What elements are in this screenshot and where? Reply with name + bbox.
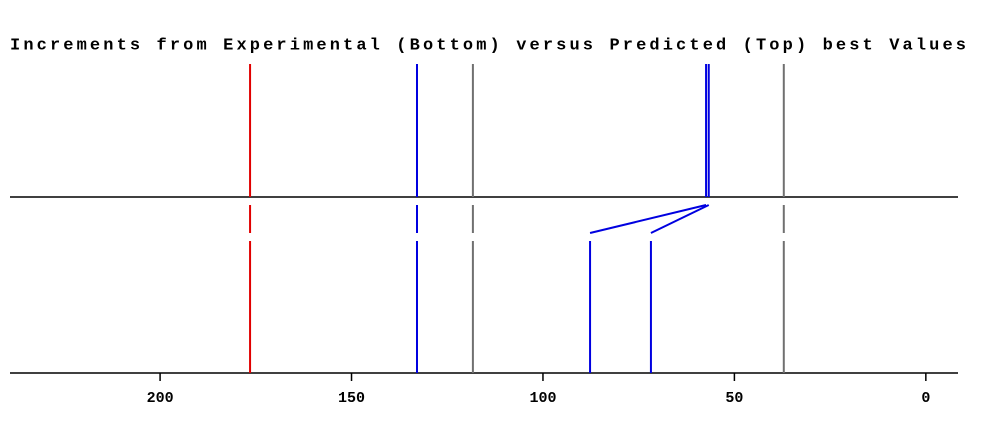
connector [589,204,707,234]
x-tick-label: 0 [921,390,930,407]
connector [650,204,710,234]
x-tick-label: 100 [529,390,556,407]
x-tick-label: 200 [147,390,174,407]
x-tick-label: 50 [725,390,743,407]
x-tick-label: 150 [338,390,365,407]
chart-title: Increments from Experimental (Bottom) ve… [10,36,966,55]
